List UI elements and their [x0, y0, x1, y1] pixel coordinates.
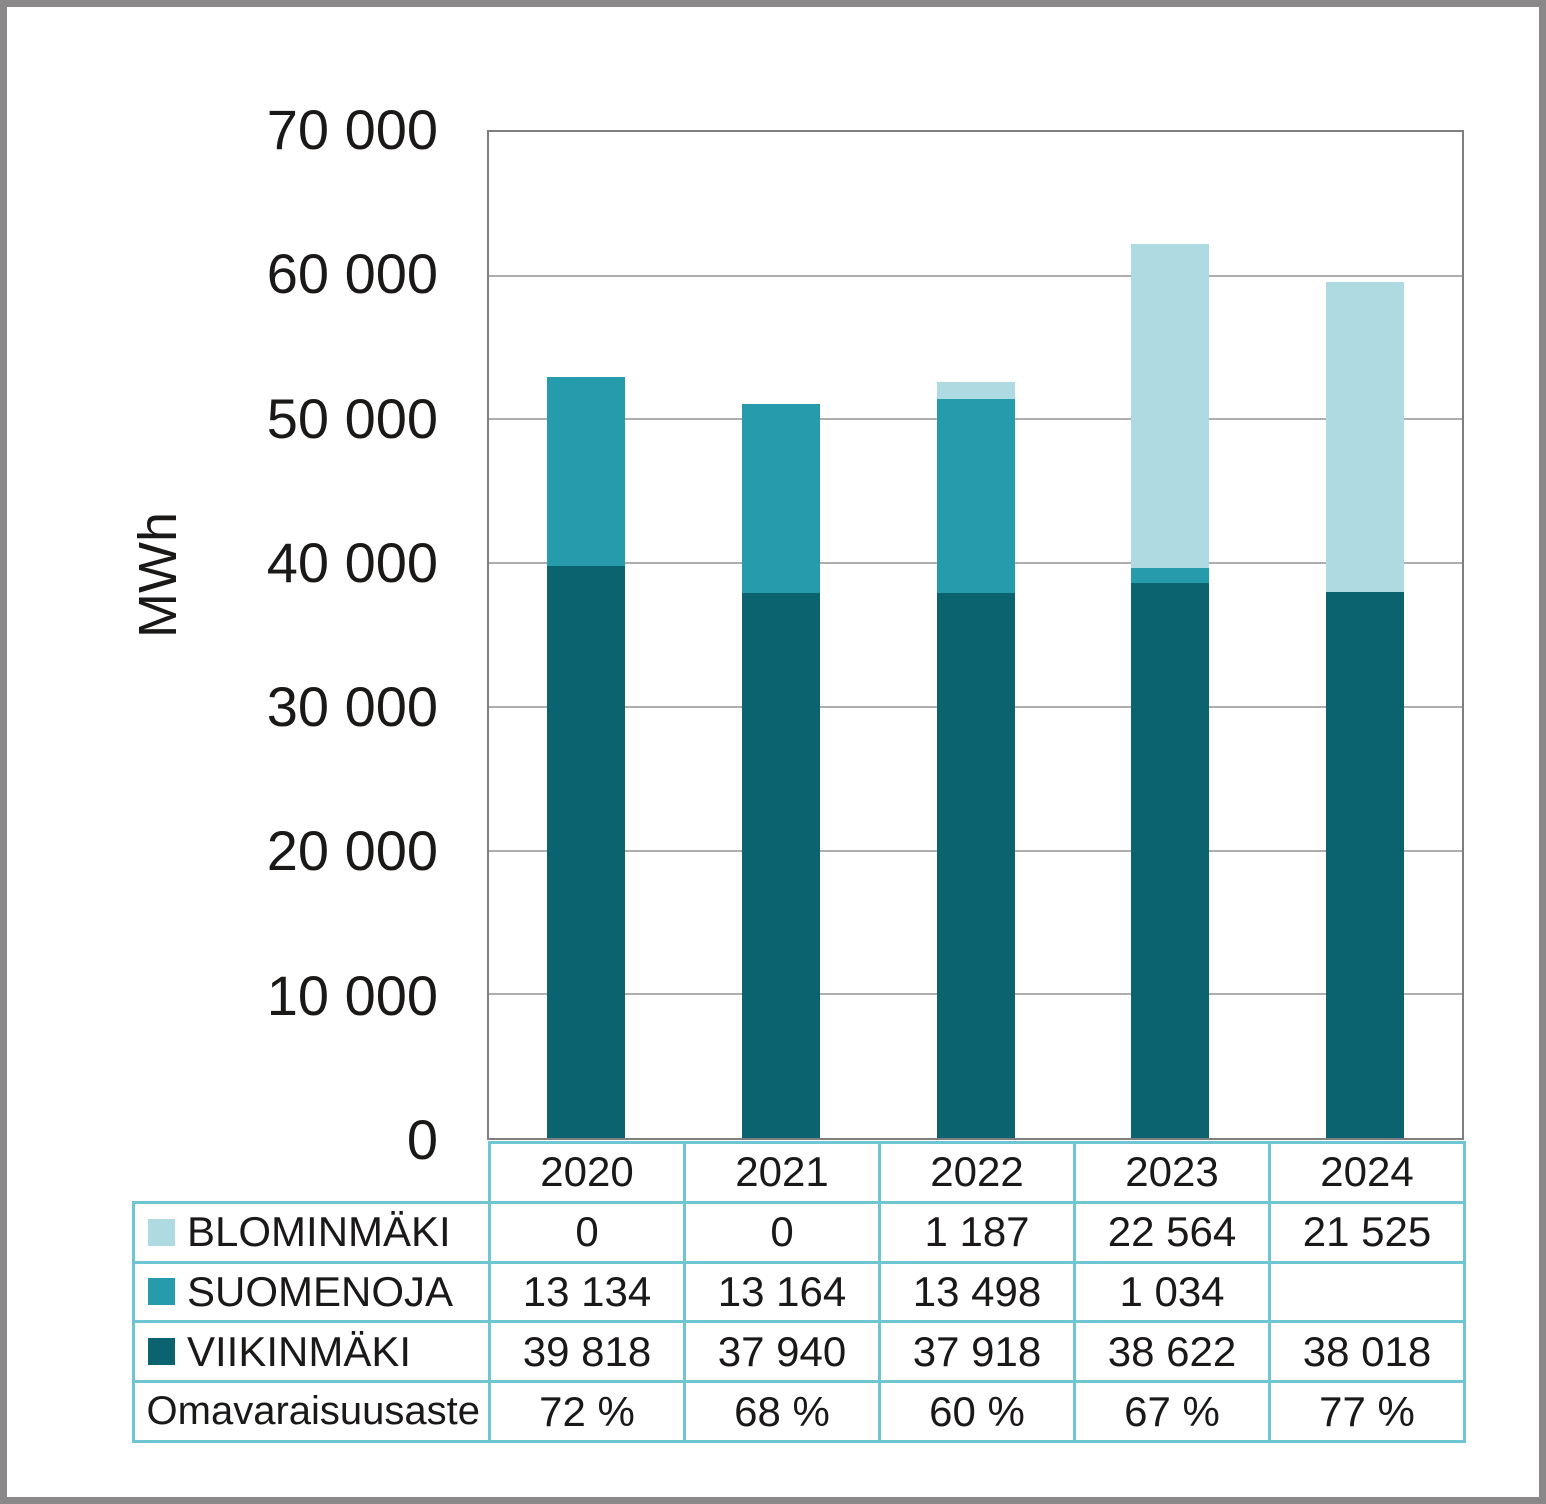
legend-swatch-blominm-ki — [148, 1218, 175, 1246]
gridline-60000 — [489, 274, 1462, 277]
y-tick-label-0: 0 — [406, 1108, 438, 1171]
value-cell-viikinm-ki-2023: 38 622 — [1073, 1320, 1271, 1384]
row-label-viikinm-ki: VIIKINMÄKI — [132, 1320, 491, 1384]
value-cell-omavaraisuusaste-2022: 60 % — [878, 1380, 1076, 1443]
row-label-blominm-ki: BLOMINMÄKI — [132, 1200, 491, 1264]
y-tick-label-60000: 60 000 — [266, 242, 438, 306]
row-label-suomenoja: SUOMENOJA — [132, 1260, 491, 1324]
y-tick-label-10000: 10 000 — [266, 963, 438, 1027]
year-cell-2021: 2021 — [683, 1141, 881, 1204]
value-cell-suomenoja-2020: 13 134 — [488, 1260, 686, 1324]
bar-2023-viikinm-ki — [1131, 582, 1210, 1138]
y-tick-label-20000: 20 000 — [266, 819, 438, 883]
table-row-viikinm-ki: VIIKINMÄKI 39 818 37 940 37 918 38 622 38 018 — [132, 1320, 1466, 1384]
bar-2022-viikinm-ki — [936, 593, 1015, 1138]
value-cell-blominm-ki-2021: 0 — [683, 1200, 881, 1264]
value-cell-suomenoja-2021: 13 164 — [683, 1260, 881, 1324]
value-cell-omavaraisuusaste-2020: 72 % — [488, 1380, 686, 1443]
bar-2023-suomenoja — [1131, 568, 1210, 583]
y-tick-label-50000: 50 000 — [266, 386, 438, 450]
year-cell-2024: 2024 — [1268, 1141, 1466, 1204]
bar-2024-blominm-ki — [1325, 282, 1404, 592]
bar-2021-viikinm-ki — [741, 592, 820, 1138]
row-label-omavaraisuusaste: Omavaraisuusaste — [132, 1380, 491, 1443]
y-tick-label-70000: 70 000 — [266, 98, 438, 161]
table-corner-blank — [134, 1143, 490, 1203]
table-row-suomenoja: SUOMENOJA 13 134 13 164 13 498 1 034 — [132, 1260, 1466, 1324]
bar-2020-viikinm-ki — [547, 565, 626, 1138]
table-row-omavaraisuusaste: Omavaraisuusaste 72 % 68 % 60 % 67 % 77 % — [132, 1380, 1466, 1443]
legend-swatch-viikinm-ki — [148, 1338, 175, 1366]
value-cell-blominm-ki-2023: 22 564 — [1073, 1200, 1271, 1264]
bar-2020-suomenoja — [547, 377, 626, 566]
table-row-blominm-ki: BLOMINMÄKI 0 0 1 187 22 564 21 525 — [132, 1200, 1466, 1264]
value-cell-viikinm-ki-2024: 38 018 — [1268, 1320, 1466, 1384]
row-label-text: BLOMINMÄKI — [187, 1208, 451, 1256]
value-cell-viikinm-ki-2022: 37 918 — [878, 1320, 1076, 1384]
year-cell-2022: 2022 — [878, 1141, 1076, 1204]
value-cell-viikinm-ki-2021: 37 940 — [683, 1320, 881, 1384]
y-tick-label-30000: 30 000 — [266, 675, 438, 739]
data-table: 2020 2021 2022 2023 2024 BLOMINMÄKI 0 0 1 187 22 … — [132, 1141, 1466, 1443]
row-label-text: VIIKINMÄKI — [187, 1327, 412, 1375]
table-year-row: 2020 2021 2022 2023 2024 — [134, 1141, 1466, 1204]
value-cell-omavaraisuusaste-2024: 77 % — [1268, 1380, 1466, 1443]
value-cell-suomenoja-2024 — [1268, 1260, 1466, 1324]
row-label-text: SUOMENOJA — [187, 1267, 454, 1315]
year-cell-2023: 2023 — [1073, 1141, 1271, 1204]
value-cell-blominm-ki-2020: 0 — [488, 1200, 686, 1264]
value-cell-viikinm-ki-2020: 39 818 — [488, 1320, 686, 1384]
value-cell-blominm-ki-2024: 21 525 — [1268, 1200, 1466, 1264]
bar-2023-blominm-ki — [1131, 243, 1210, 569]
value-cell-omavaraisuusaste-2023: 67 % — [1073, 1380, 1271, 1443]
value-cell-suomenoja-2023: 1 034 — [1073, 1260, 1271, 1324]
value-cell-blominm-ki-2022: 1 187 — [878, 1200, 1076, 1264]
legend-swatch-suomenoja — [148, 1278, 175, 1306]
y-tick-label-40000: 40 000 — [266, 530, 438, 594]
plot-area — [487, 130, 1464, 1140]
bar-2021-suomenoja — [741, 403, 820, 593]
row-label-text: Omavaraisuusaste — [146, 1389, 480, 1434]
bar-2022-suomenoja — [936, 399, 1015, 594]
bar-2022-blominm-ki — [936, 382, 1015, 400]
value-cell-suomenoja-2022: 13 498 — [878, 1260, 1076, 1324]
year-cell-2020: 2020 — [488, 1141, 686, 1204]
value-cell-omavaraisuusaste-2021: 68 % — [683, 1380, 881, 1443]
bar-2024-viikinm-ki — [1325, 591, 1404, 1138]
